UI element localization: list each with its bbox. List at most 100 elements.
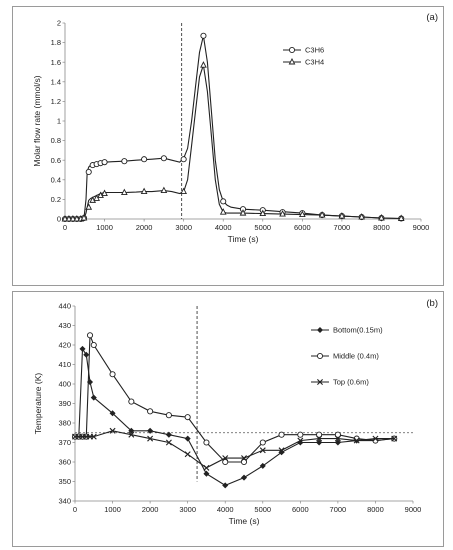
chart0-data-point [219,208,227,215]
chart0-data-point [160,186,168,194]
chart1-y-tick-label: 410 [58,360,71,369]
chart1-y-tick-label: 370 [58,438,71,447]
chart1-y-tick-label: 440 [58,302,71,311]
chart0-x-tick-label: 0 [63,223,67,232]
chart1-y-tick-label: 430 [58,321,71,330]
chart1-legend-marker [316,352,324,360]
chart1-data-point [353,437,360,444]
chart1-data-point [203,439,210,446]
chart1-data-point [259,447,266,454]
chart0-panel-tag: (a) [426,12,438,23]
chart0-data-point [101,159,108,166]
chart0-series-0 [61,32,405,223]
chart1-x-tick-label: 4000 [217,505,234,514]
chart0-data-point [180,156,187,163]
chart0-series-1 [61,61,405,222]
chart0-x-tick-label: 8000 [373,223,390,232]
chart1-x-tick-label: 2000 [142,505,159,514]
chart1-data-point [90,341,97,349]
chart1-y-tick-label: 420 [58,341,71,350]
chart1-data-point [184,414,191,421]
chart0-data-point [200,32,207,39]
chart1-data-point [316,431,323,438]
chart1-data-point [165,431,172,438]
chart1-data-point [391,435,398,442]
chart1-data-point [109,410,116,417]
chart1-y-tick-label: 390 [58,399,71,408]
chart1-x-tick-label: 5000 [254,505,271,514]
chart0-y-tick-label: 0.6 [51,156,61,165]
chart0-legend-marker [288,58,296,65]
chart0-x-tick-label: 6000 [294,223,311,232]
chart0-y-tick-label: 1 [57,117,61,126]
chart0-data-point [220,198,227,205]
chart1-data-point [165,439,172,446]
chart0-y-tick-label: 1.2 [51,97,61,106]
chart0-data-point [259,209,267,217]
chart1-data-point [79,345,86,352]
chart-panel-a: 0 1000 2000 3000 4000 5000 6000 7000 8000 9000 0 0.… [12,6,444,286]
chart1-panel-tag: (b) [426,298,438,309]
chart1-y-tick-label: 360 [58,458,71,467]
chart1-data-point [184,435,191,442]
chart1-data-point [83,351,90,358]
chart0-x-tick-label: 4000 [215,223,232,232]
chart0-data-point [180,187,188,195]
chart1-data-point [297,437,304,444]
chart1-data-point [147,408,154,415]
chart0-data-point [73,215,81,222]
chart1-data-point [90,433,97,440]
chart1-data-point [128,431,135,438]
chart1-data-point [240,458,248,466]
chart0-x-tick-label: 9000 [413,223,430,232]
chart1-y-tick-label: 340 [58,497,71,506]
chart1-x-tick-label: 6000 [292,505,309,514]
chart1-data-point [259,462,266,469]
chart0-data-point [318,211,326,218]
chart1-data-point [240,474,248,481]
chart0-legend: C3H6 C3H4 [283,46,324,67]
chart1-data-point [128,398,135,405]
chart1-data-point [203,464,210,471]
chart0-series-line [65,64,402,220]
chart1-data-point [372,435,379,442]
chart0-data-point [378,214,385,221]
chart0-y-tick-label: 0.2 [51,195,61,204]
chart0-data-point [141,156,148,163]
chart1-legend: Bottom(0.15m) Middle (0.4m) Top (0.6m) [311,326,383,387]
chart1-legend-label: Top (0.6m) [333,378,369,387]
chart0-y-tick-label: 1.6 [51,58,61,67]
chart-panel-b: 0 1000 2000 3000 4000 5000 6000 7000 8000 9000 340… [12,291,444,547]
chart0-x-tick-label: 1000 [96,223,113,232]
chart0-data-point [85,203,93,210]
chart0-data-point [200,61,207,68]
chart1-series-line [75,335,395,463]
chart1-legend-label: Middle (0.4m) [333,352,379,361]
chart-a-svg: 0 1000 2000 3000 4000 5000 6000 7000 8000 9000 0 0.… [32,12,438,244]
chart0-data-point [358,213,366,220]
chart1-data-point [90,394,97,401]
chart1-x-tick-label: 0 [73,505,77,514]
chart1-x-tick-label: 8000 [367,505,384,514]
chart0-data-point [85,168,92,176]
chart1-data-point [128,427,135,434]
chart1-series-0 [71,345,398,489]
chart1-series-line [75,430,395,469]
chart0-x-axis-label: Time (s) [228,234,259,244]
chart0-data-point [397,214,405,221]
chart1-data-point [222,455,229,462]
chart1-legend-marker [316,326,324,334]
chart0-data-point [80,214,88,221]
chart0-data-point [69,215,77,222]
chart1-data-point [184,451,191,458]
chart1-data-point [334,435,341,442]
chart1-data-point [316,439,323,446]
chart1-y-tick-label: 400 [58,380,71,389]
chart0-y-tick-label: 1.8 [51,38,61,47]
chart1-data-point [278,431,285,438]
chart1-data-point [259,439,266,446]
chart1-data-point [86,332,94,339]
chart0-legend-marker [288,46,296,54]
chart0-data-point [120,188,128,195]
chart0-data-point [140,187,148,195]
